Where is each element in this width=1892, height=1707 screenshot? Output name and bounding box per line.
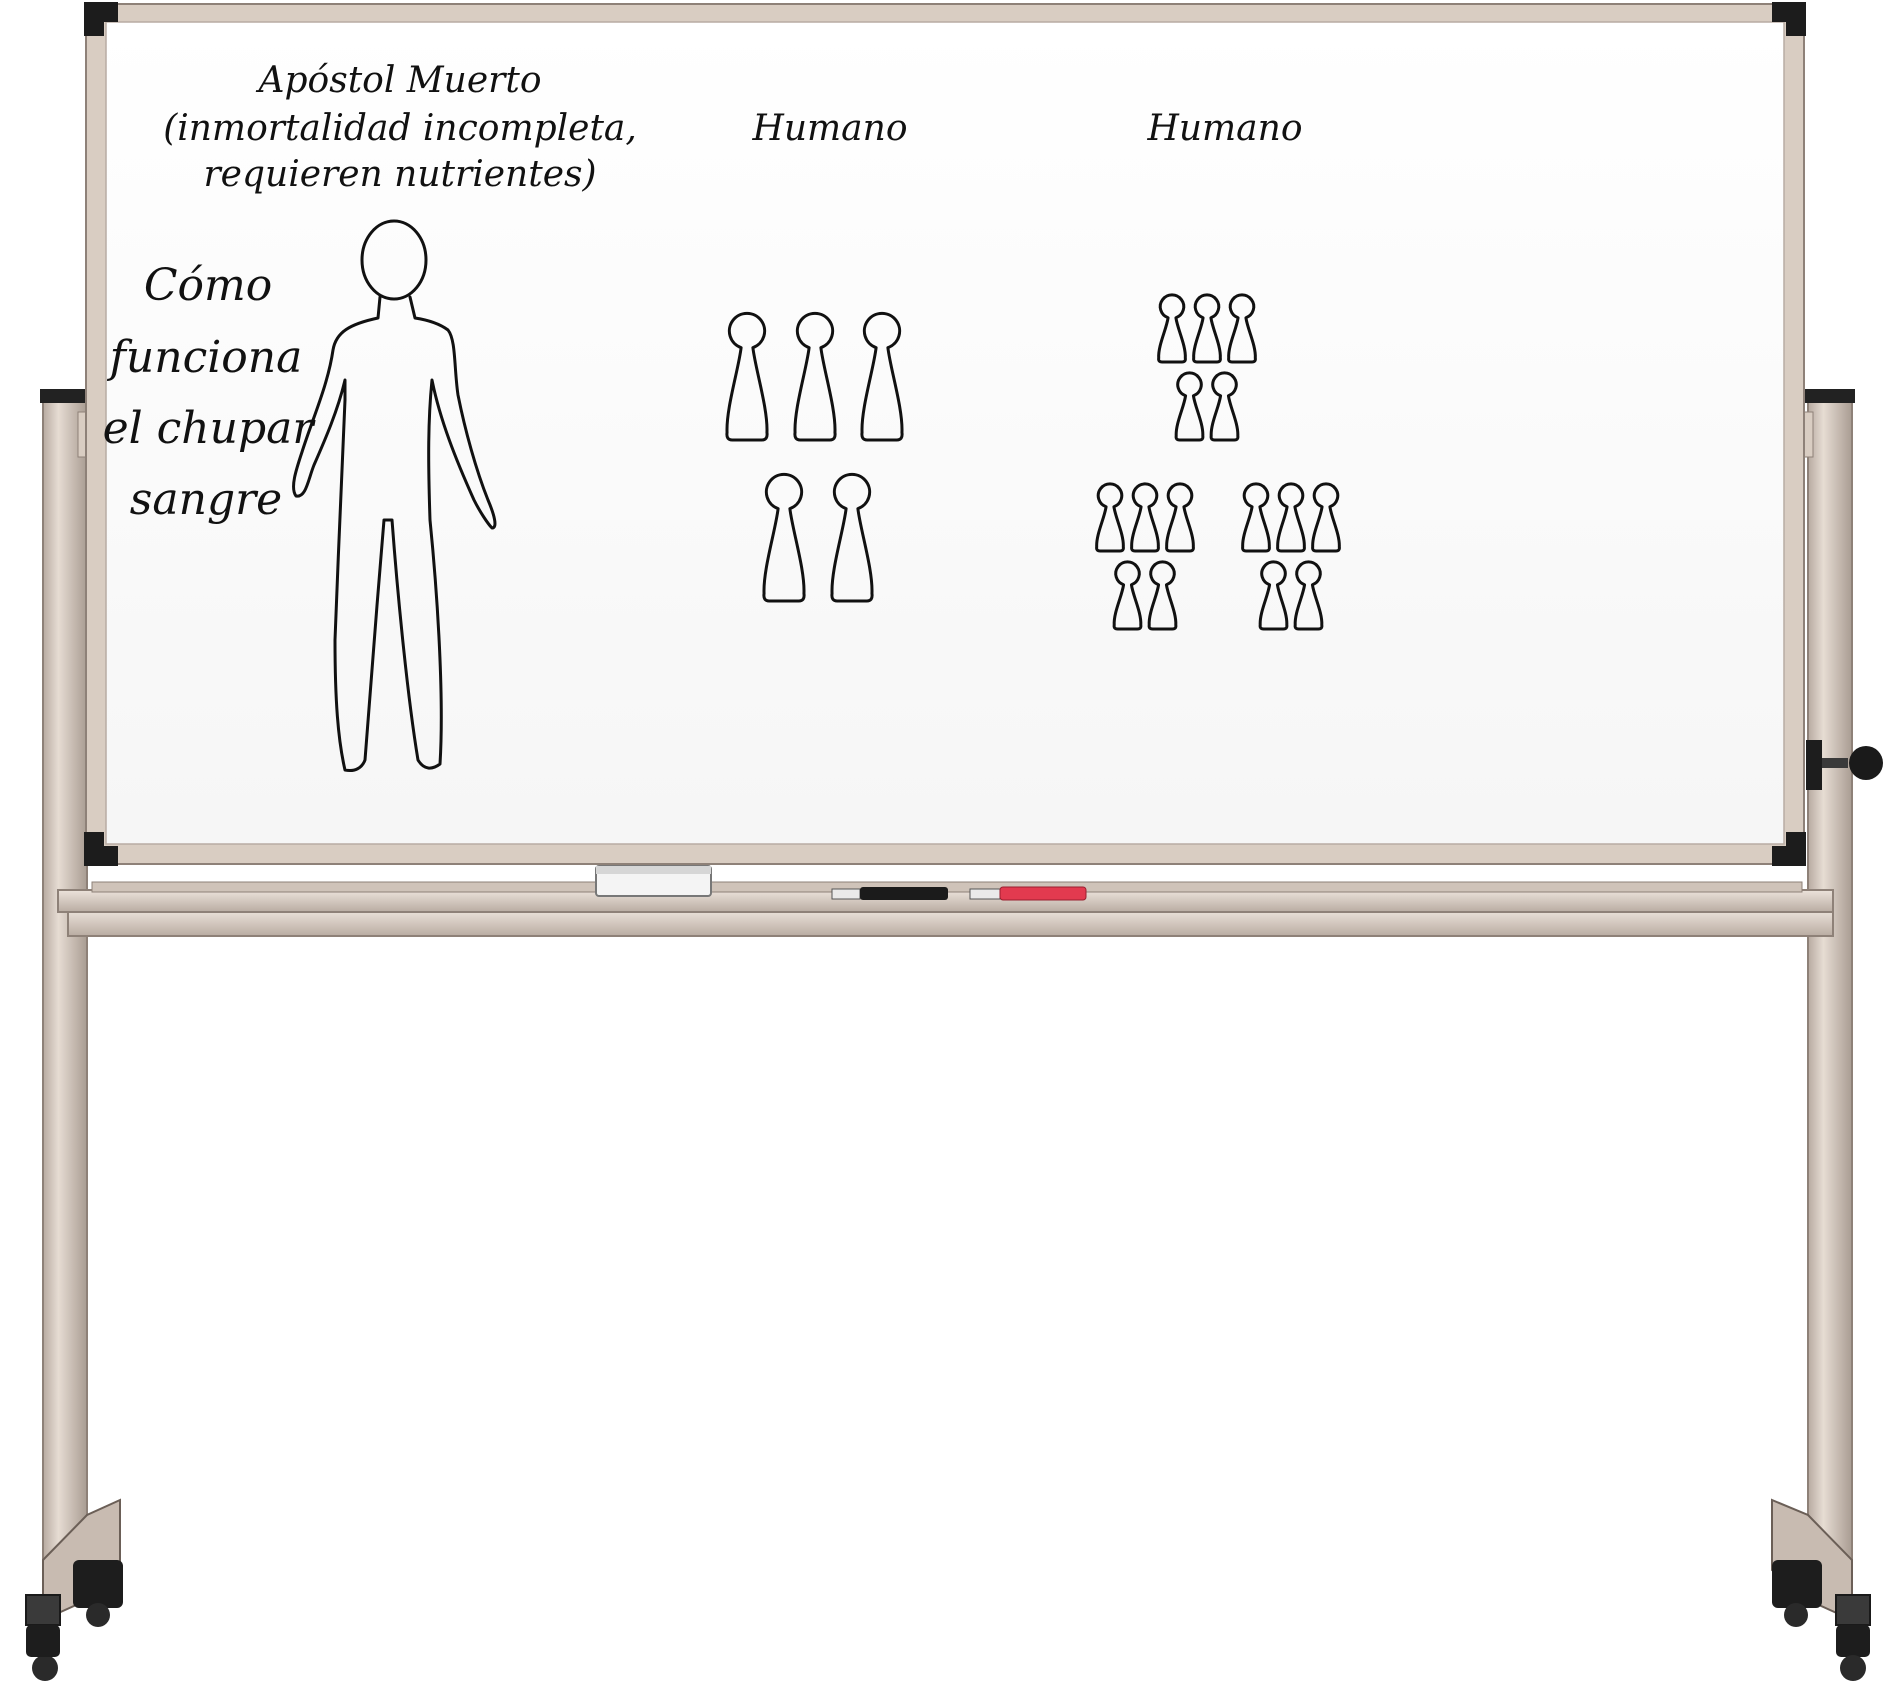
human-group-right	[1095, 293, 1341, 631]
left-foot	[25, 1498, 123, 1681]
human-pawn	[725, 311, 769, 442]
black-marker[interactable]	[831, 887, 948, 900]
left-post-cap	[40, 389, 90, 403]
group-label-left: Humano	[751, 108, 907, 149]
human-pawn	[1311, 482, 1341, 553]
human-pawn	[793, 311, 837, 442]
human-pawn	[1276, 482, 1306, 553]
human-pawn	[1258, 560, 1289, 631]
human-pawn	[1147, 560, 1178, 631]
whiteboard-stand	[25, 389, 1883, 1681]
human-pawn	[1192, 293, 1222, 364]
pivot-knob[interactable]	[1806, 740, 1883, 790]
human-pawn	[1174, 371, 1205, 442]
human-pawn	[1095, 482, 1125, 553]
corner-bottom-left	[84, 832, 118, 866]
right-foot	[1771, 1498, 1871, 1681]
right-post	[1807, 392, 1853, 1584]
side-label-line-2: funciona	[107, 332, 303, 383]
human-pawn	[1293, 560, 1324, 631]
human-pawn	[1130, 482, 1160, 553]
human-pawn	[1112, 560, 1143, 631]
corner-top-right	[1772, 2, 1806, 36]
side-label-line-3: el chupar	[103, 403, 317, 454]
group-label-right: Humano	[1146, 108, 1302, 149]
human-group-left	[725, 311, 904, 603]
human-pawn	[1241, 482, 1271, 553]
left-post	[42, 392, 88, 1584]
eraser[interactable]	[595, 865, 712, 897]
marker-tray	[57, 865, 1834, 913]
board-title-line-1: Apóstol Muerto	[256, 60, 542, 101]
human-pawn	[860, 311, 904, 442]
right-post-cap	[1805, 389, 1855, 403]
lower-rail	[67, 909, 1834, 937]
side-label-line-4: sangre	[130, 474, 282, 525]
whiteboard	[84, 2, 1806, 866]
board-title: Apóstol Muerto (inmortalidad incompleta,…	[163, 60, 637, 195]
board-title-line-2: (inmortalidad incompleta,	[163, 108, 637, 149]
board-surface[interactable]	[105, 21, 1785, 845]
human-pawn	[1209, 371, 1240, 442]
apostle-figure	[292, 219, 497, 772]
board-title-line-3: requieren nutrientes)	[203, 154, 596, 195]
human-pawn	[830, 472, 874, 603]
human-pawn	[762, 472, 806, 603]
human-pawn	[1157, 293, 1187, 364]
corner-bottom-right	[1772, 832, 1806, 866]
human-pawn	[1165, 482, 1195, 553]
side-label: Cómo funciona el chupar sangre	[103, 260, 317, 525]
side-label-line-1: Cómo	[144, 260, 272, 311]
human-pawn	[1227, 293, 1257, 364]
corner-top-left	[84, 2, 118, 36]
red-marker[interactable]	[969, 886, 1087, 901]
